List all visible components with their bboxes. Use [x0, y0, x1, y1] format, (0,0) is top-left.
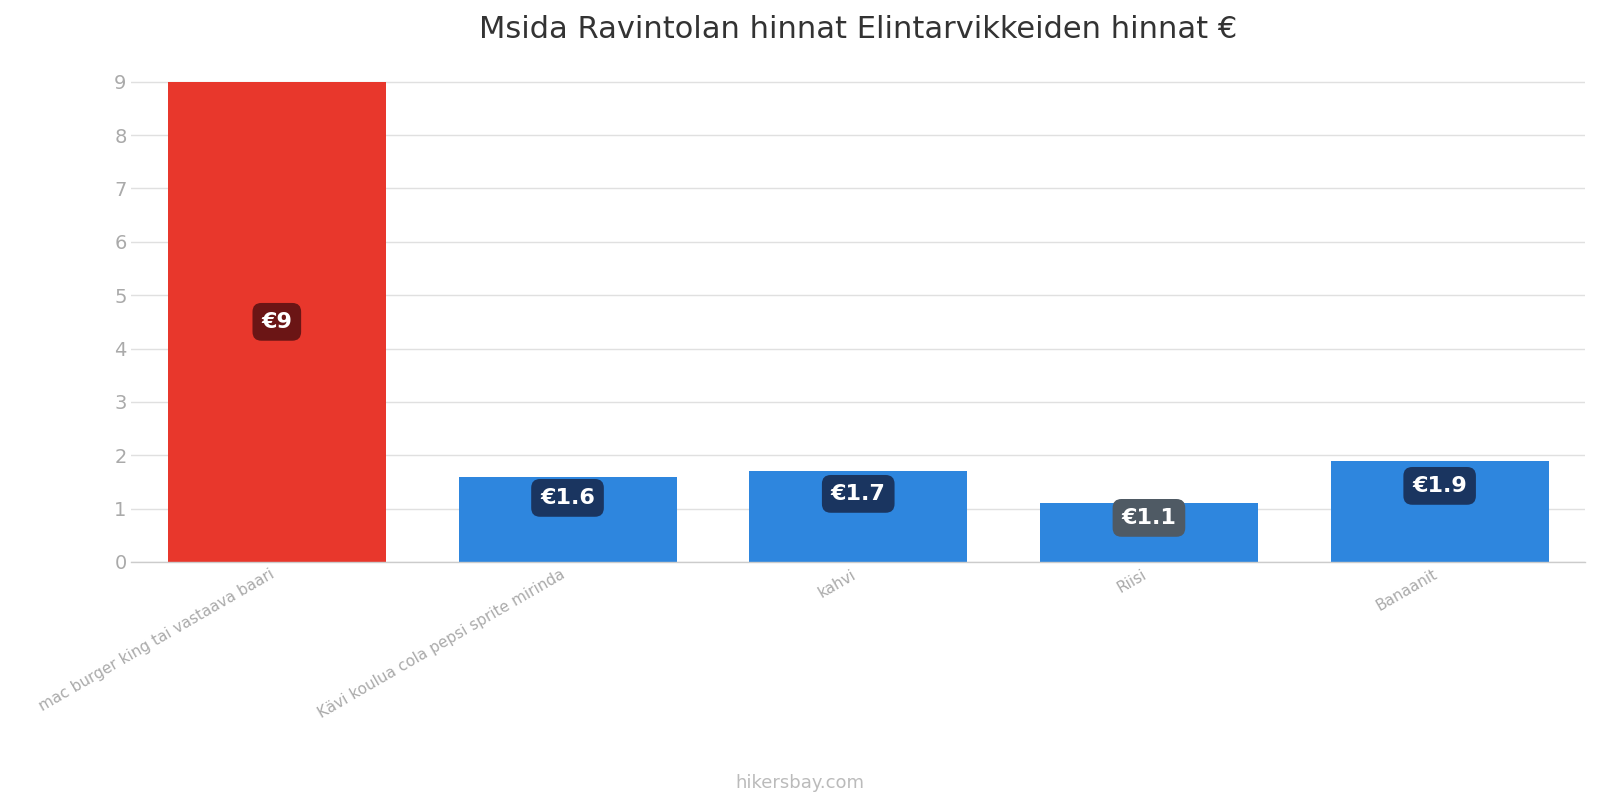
Bar [459, 477, 677, 562]
Text: hikersbay.com: hikersbay.com [736, 774, 864, 792]
Bar [1331, 461, 1549, 562]
Text: €1.6: €1.6 [541, 488, 595, 508]
Text: €9: €9 [261, 312, 293, 332]
Text: €1.7: €1.7 [830, 484, 886, 504]
Text: €1.9: €1.9 [1413, 476, 1467, 496]
Text: €1.1: €1.1 [1122, 508, 1176, 528]
Bar [749, 471, 968, 562]
Title: Msida Ravintolan hinnat Elintarvikkeiden hinnat €: Msida Ravintolan hinnat Elintarvikkeiden… [478, 15, 1237, 44]
Bar [168, 82, 386, 562]
Bar [1040, 503, 1258, 562]
